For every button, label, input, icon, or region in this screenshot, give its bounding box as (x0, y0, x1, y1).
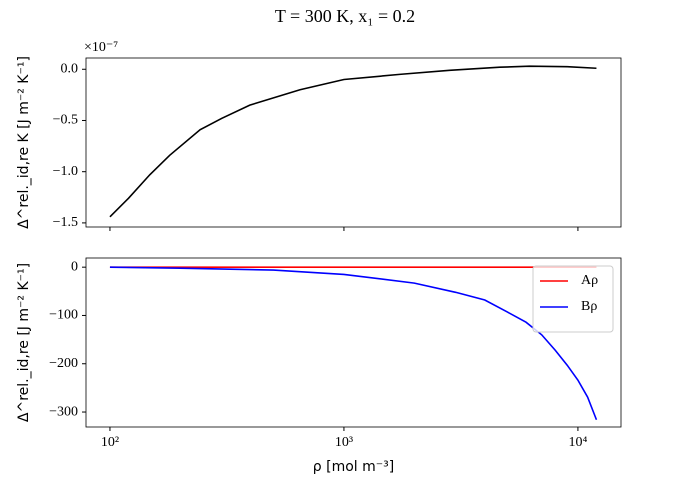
y-axis-label: Δ^rel._id,re K [J m⁻² K⁻¹] (16, 56, 32, 229)
y-tick-label: −0.5 (53, 113, 78, 128)
y-tick-label: −300 (49, 404, 78, 419)
legend-label: Bρ (581, 299, 597, 314)
y-tick-label: −1.0 (53, 164, 78, 179)
data-line (109, 65, 597, 218)
legend-box (532, 265, 614, 333)
figure-title: T = 300 K, x₁ = 0.2 (275, 6, 415, 26)
y-tick-label: −200 (49, 356, 78, 371)
x-axis-label: ρ [mol m⁻³] (313, 459, 394, 475)
x-tick-label: 10³ (335, 435, 353, 450)
data-line (109, 266, 598, 421)
y-axis-label: Δ^rel._id,re [J m⁻² K⁻¹] (16, 263, 32, 422)
y-tick-label: 0 (71, 259, 78, 274)
y-tick-label: 0.0 (61, 61, 79, 76)
axes-frame (85, 57, 622, 228)
x-tick-label: 10² (101, 435, 119, 450)
x-tick-label: 10⁴ (568, 435, 587, 450)
y-offset-label: ×10⁻⁷ (84, 40, 118, 55)
y-tick-label: −1.5 (53, 215, 78, 230)
y-tick-label: −100 (49, 308, 78, 323)
legend-label: Aρ (581, 273, 598, 288)
axes-frame (85, 257, 622, 428)
